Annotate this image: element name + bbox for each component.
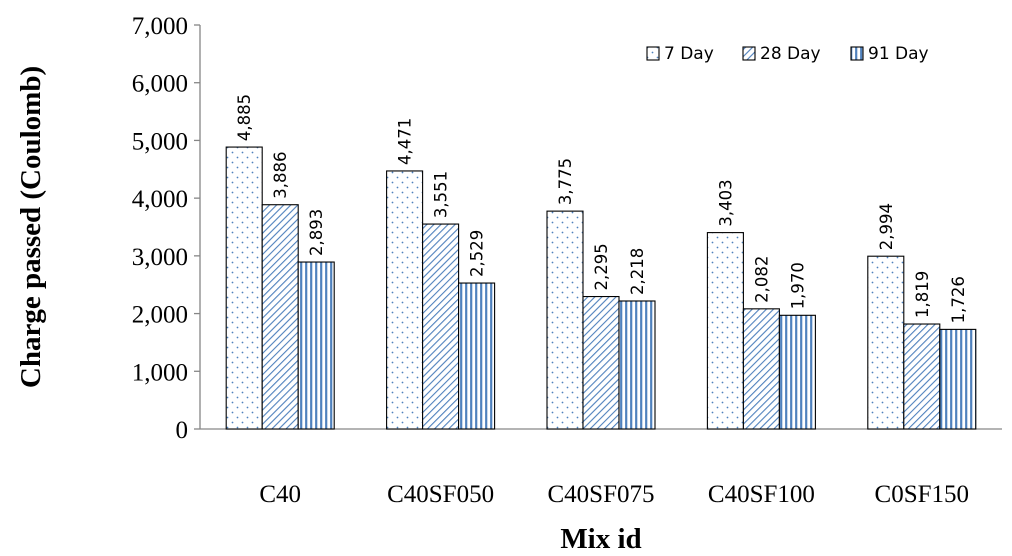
bar-value-label: 1,726 — [949, 276, 968, 323]
bar-value-label: 2,893 — [307, 209, 326, 256]
bar-value-label: 1,970 — [788, 262, 807, 309]
bar-7-day — [706, 232, 744, 430]
legend-label: 91 Day — [868, 44, 929, 64]
y-tick-label: 1,000 — [132, 359, 188, 386]
bar-91-day — [458, 282, 496, 430]
bar-value-label: 2,082 — [752, 256, 771, 303]
x-tick-label: C40SF050 — [387, 481, 494, 508]
bar-7-day — [386, 170, 424, 430]
y-tick-label: 6,000 — [132, 71, 188, 98]
bar-91-day — [939, 328, 977, 430]
bar-value-label: 4,885 — [235, 94, 254, 141]
bar-91-day — [618, 300, 656, 430]
y-tick-label: 5,000 — [132, 128, 188, 155]
bar-28-day — [903, 323, 941, 430]
x-axis-title: Mix id — [560, 523, 641, 555]
bar-value-label: 3,551 — [432, 171, 451, 218]
bar-value-label: 2,218 — [628, 248, 647, 295]
y-axis-title: Charge passed (Coulomb) — [15, 66, 47, 388]
x-tick-label: C40 — [259, 481, 301, 508]
bar-7-day — [546, 210, 584, 430]
y-axis-ticks: 0 1,000 2,000 3,000 4,000 5,000 6,000 7,000 — [132, 13, 200, 444]
bar-91-day — [778, 314, 816, 430]
bar-value-label: 4,471 — [396, 118, 415, 165]
bar-value-label: 2,529 — [468, 230, 487, 277]
x-tick-label: C40SF075 — [548, 481, 655, 508]
bar-value-label: 1,819 — [913, 271, 932, 318]
y-tick-label: 3,000 — [132, 244, 188, 271]
legend-label: 7 Day — [664, 44, 714, 64]
y-tick-label: 7,000 — [132, 13, 188, 40]
legend-swatch — [850, 46, 864, 61]
legend-swatch — [742, 46, 756, 61]
y-tick-label: 0 — [176, 417, 189, 444]
legend-label: 28 Day — [760, 44, 821, 64]
bar-28-day — [582, 295, 620, 430]
legend-swatch — [646, 46, 660, 61]
x-tick-label: C0SF150 — [875, 481, 969, 508]
bar-value-label: 3,403 — [716, 179, 735, 226]
bar-7-day — [225, 146, 263, 430]
bar-series-group — [225, 146, 977, 430]
legend: 7 Day 28 Day 91 Day — [646, 44, 929, 64]
bar-28-day — [261, 204, 299, 430]
y-tick-label: 2,000 — [132, 302, 188, 329]
bar-value-label: 2,994 — [877, 203, 896, 250]
bar-7-day — [867, 255, 905, 430]
bar-28-day — [422, 223, 460, 430]
bar-value-label: 3,775 — [556, 158, 575, 205]
bar-value-label: 3,886 — [271, 151, 290, 198]
x-axis-ticks: C40 C40SF050 C40SF075 C40SF100 C0SF150 — [259, 481, 969, 508]
y-tick-label: 4,000 — [132, 186, 188, 213]
bar-91-day — [297, 261, 335, 430]
x-tick-label: C40SF100 — [708, 481, 815, 508]
bar-28-day — [742, 308, 780, 430]
data-labels-group: 4,885 3,886 2,893 4,471 3,551 2,529 3,775 2,295… — [235, 94, 968, 324]
bar-value-label: 2,295 — [592, 243, 611, 290]
